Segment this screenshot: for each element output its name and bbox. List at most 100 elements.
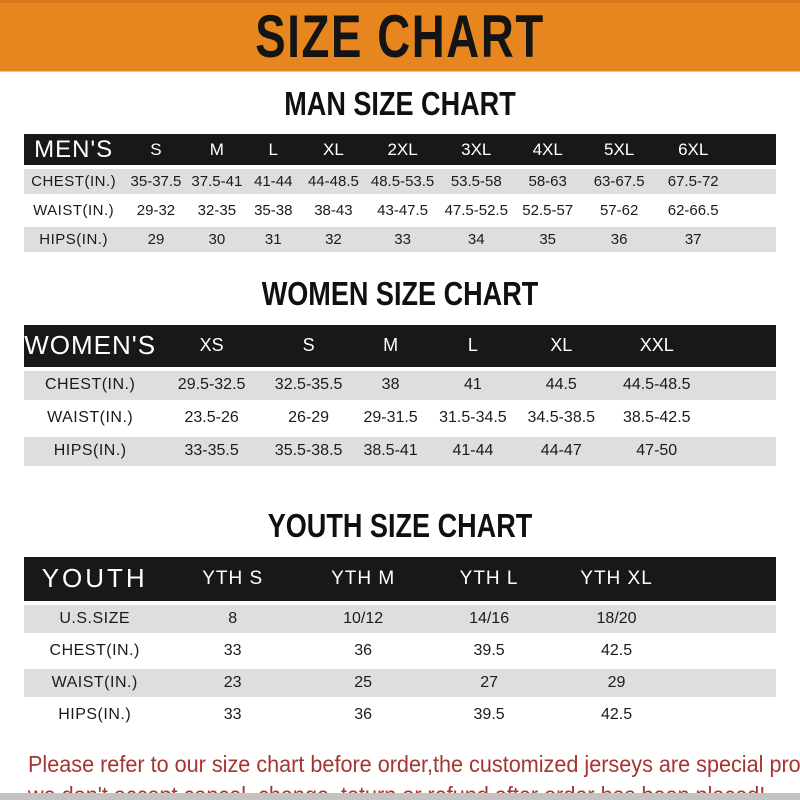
size-cell: 34.5-38.5 xyxy=(515,403,608,433)
size-cell: 41 xyxy=(430,370,516,400)
row-label: HIPS(IN.) xyxy=(24,436,157,466)
size-cell: 44.5 xyxy=(515,370,608,400)
cell-filler xyxy=(706,403,776,433)
banner-title: SIZE CHART xyxy=(255,2,545,71)
size-cell: 57-62 xyxy=(582,198,656,224)
row-label: HIPS(IN.) xyxy=(24,227,124,253)
size-column-header: M xyxy=(188,134,246,166)
table-row: WAIST(IN.) 23.5-26 26-29 29-31.5 31.5-34.5 34… xyxy=(24,403,776,433)
size-cell: 8 xyxy=(165,604,300,633)
row-label: U.S.SIZE xyxy=(24,604,166,633)
table-row: CHEST(IN.) 29.5-32.5 32.5-35.5 38 41 44.5 44.5… xyxy=(24,370,776,400)
size-cell: 44-48.5 xyxy=(301,169,366,195)
size-chart-banner: SIZE CHART xyxy=(0,0,800,71)
size-cell: 38-43 xyxy=(301,198,366,224)
size-column-header: M xyxy=(350,324,431,367)
table-row: CHEST(IN.) 33 36 39.5 42.5 xyxy=(24,636,776,665)
size-cell: 29 xyxy=(123,227,189,253)
size-column-header: 6XL xyxy=(655,134,731,166)
women-size-table: WOMEN'S XS S M L XL XXL CHEST(IN.) 29.5-32.5 32.5… xyxy=(24,321,776,470)
size-column-header: XL xyxy=(301,134,366,166)
size-cell: 26-29 xyxy=(266,403,351,433)
size-table-header-row: MEN'S S M L XL 2XL 3XL 4XL 5XL 6XL xyxy=(24,134,776,166)
size-column-header: XXL xyxy=(607,324,706,367)
size-cell: 38.5-42.5 xyxy=(607,403,706,433)
size-cell: 37.5-41 xyxy=(188,169,246,195)
cell-filler xyxy=(681,700,776,729)
bottom-edge-strip xyxy=(0,793,800,800)
size-table-header-row: WOMEN'S XS S M L XL XXL xyxy=(24,324,776,367)
table-row: CHEST(IN.) 35-37.5 37.5-41 41-44 44-48.5 48.5… xyxy=(24,169,776,195)
cell-filler xyxy=(681,604,776,633)
cell-filler xyxy=(706,370,776,400)
size-cell: 47-50 xyxy=(607,436,706,466)
size-column-header: L xyxy=(245,134,302,166)
table-row: WAIST(IN.) 23 25 27 29 xyxy=(24,668,776,697)
header-filler xyxy=(706,324,776,367)
size-cell: 29 xyxy=(551,668,682,697)
size-cell: 47.5-52.5 xyxy=(439,198,513,224)
row-label: WAIST(IN.) xyxy=(24,198,124,224)
size-cell: 44.5-48.5 xyxy=(607,370,706,400)
size-column-header: YTH S xyxy=(165,556,300,601)
size-column-header: L xyxy=(430,324,516,367)
size-cell: 41-44 xyxy=(245,169,302,195)
table-header-label: WOMEN'S xyxy=(24,324,157,367)
size-cell: 31.5-34.5 xyxy=(430,403,516,433)
man-size-section: MAN SIZE CHART MEN'S S M L XL 2XL 3XL 4XL 5XL 6XL… xyxy=(0,85,800,256)
size-cell: 33-35.5 xyxy=(156,436,267,466)
size-cell: 25 xyxy=(299,668,427,697)
size-cell: 37 xyxy=(655,227,731,253)
size-cell: 36 xyxy=(582,227,656,253)
row-label: CHEST(IN.) xyxy=(24,169,124,195)
row-label: CHEST(IN.) xyxy=(24,370,157,400)
size-cell: 29-32 xyxy=(123,198,189,224)
size-cell: 18/20 xyxy=(551,604,682,633)
size-cell: 27 xyxy=(426,668,552,697)
cell-filler xyxy=(681,668,776,697)
size-cell: 63-67.5 xyxy=(582,169,656,195)
size-cell: 34 xyxy=(439,227,513,253)
size-cell: 32.5-35.5 xyxy=(266,370,351,400)
size-column-header: 3XL xyxy=(439,134,513,166)
size-column-header: XL xyxy=(515,324,608,367)
size-cell: 53.5-58 xyxy=(439,169,513,195)
table-row: HIPS(IN.) 33 36 39.5 42.5 xyxy=(24,700,776,729)
size-cell: 67.5-72 xyxy=(655,169,731,195)
size-cell: 33 xyxy=(165,700,300,729)
size-cell: 35-38 xyxy=(245,198,302,224)
size-cell: 38 xyxy=(350,370,431,400)
size-cell: 35 xyxy=(512,227,583,253)
size-column-header: YTH L xyxy=(426,556,552,601)
youth-size-section: YOUTH SIZE CHART YOUTH YTH S YTH M YTH L YTH… xyxy=(0,507,800,733)
table-row: WAIST(IN.) 29-32 32-35 35-38 38-43 43-47.5 47.… xyxy=(24,198,776,224)
size-cell: 35.5-38.5 xyxy=(266,436,351,466)
header-filler xyxy=(730,134,776,166)
size-cell: 32 xyxy=(301,227,366,253)
size-cell: 36 xyxy=(299,700,427,729)
header-filler xyxy=(681,556,776,601)
size-cell: 39.5 xyxy=(426,700,552,729)
size-cell: 43-47.5 xyxy=(365,198,440,224)
size-cell: 39.5 xyxy=(426,636,552,665)
table-header-label: MEN'S xyxy=(24,134,124,166)
size-cell: 10/12 xyxy=(299,604,427,633)
size-cell: 41-44 xyxy=(430,436,516,466)
cell-filler xyxy=(730,198,776,224)
size-cell: 44-47 xyxy=(515,436,608,466)
table-row: HIPS(IN.) 33-35.5 35.5-38.5 38.5-41 41-44 44-… xyxy=(24,436,776,466)
size-column-header: S xyxy=(123,134,189,166)
row-label: CHEST(IN.) xyxy=(24,636,166,665)
youth-size-table: YOUTH YTH S YTH M YTH L YTH XL U.S.SIZE 8 10/12… xyxy=(24,553,776,733)
size-column-header: YTH M xyxy=(299,556,427,601)
size-cell: 23 xyxy=(165,668,300,697)
size-cell: 42.5 xyxy=(551,636,682,665)
size-column-header: XS xyxy=(156,324,267,367)
size-cell: 48.5-53.5 xyxy=(365,169,440,195)
table-row: U.S.SIZE 8 10/12 14/16 18/20 xyxy=(24,604,776,633)
cell-filler xyxy=(730,227,776,253)
table-header-label: YOUTH xyxy=(24,556,166,601)
cell-filler xyxy=(706,436,776,466)
man-size-table: MEN'S S M L XL 2XL 3XL 4XL 5XL 6XL CHEST(IN.) 35-37… xyxy=(24,130,776,256)
size-cell: 31 xyxy=(245,227,302,253)
